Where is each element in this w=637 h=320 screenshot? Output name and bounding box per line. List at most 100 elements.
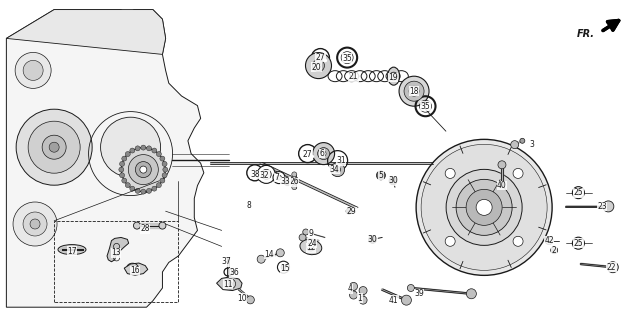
Circle shape — [307, 243, 315, 251]
Circle shape — [498, 161, 506, 169]
Circle shape — [399, 76, 429, 106]
Circle shape — [321, 151, 326, 156]
Circle shape — [390, 72, 397, 80]
Polygon shape — [107, 237, 129, 262]
Text: 19: 19 — [388, 73, 398, 82]
Circle shape — [257, 255, 265, 263]
Text: 35: 35 — [420, 102, 431, 111]
Polygon shape — [6, 10, 204, 307]
Text: 24: 24 — [307, 239, 317, 248]
Text: 37: 37 — [221, 257, 231, 266]
Text: 14: 14 — [264, 250, 275, 259]
Circle shape — [147, 188, 152, 193]
Text: 35: 35 — [342, 54, 352, 63]
Circle shape — [125, 152, 131, 156]
Circle shape — [134, 222, 140, 229]
Circle shape — [23, 60, 43, 80]
Circle shape — [299, 234, 306, 241]
Circle shape — [359, 287, 367, 294]
Text: 30: 30 — [368, 235, 378, 244]
Circle shape — [545, 237, 553, 244]
Ellipse shape — [388, 67, 399, 85]
Text: 13: 13 — [111, 248, 121, 257]
Text: 38: 38 — [250, 170, 260, 179]
Text: 22: 22 — [607, 263, 616, 272]
Circle shape — [408, 284, 414, 292]
Circle shape — [292, 172, 297, 177]
Text: 34: 34 — [329, 165, 340, 174]
Polygon shape — [217, 277, 242, 291]
Circle shape — [359, 296, 367, 304]
Circle shape — [334, 167, 341, 172]
Circle shape — [603, 201, 614, 212]
Circle shape — [573, 237, 584, 249]
Text: FR.: FR. — [577, 29, 595, 39]
Circle shape — [30, 219, 40, 229]
Circle shape — [273, 172, 285, 184]
Text: 40: 40 — [497, 181, 507, 190]
Circle shape — [573, 187, 584, 199]
Circle shape — [160, 178, 165, 183]
Circle shape — [130, 186, 135, 191]
Polygon shape — [124, 263, 148, 275]
Text: 41: 41 — [389, 296, 399, 305]
Circle shape — [130, 148, 135, 153]
Circle shape — [16, 109, 92, 185]
Circle shape — [163, 167, 168, 172]
Circle shape — [135, 146, 140, 151]
Circle shape — [261, 169, 271, 180]
Text: 20: 20 — [311, 63, 322, 72]
Ellipse shape — [60, 246, 84, 253]
Circle shape — [156, 183, 161, 188]
Text: 17: 17 — [67, 247, 77, 256]
Text: 30: 30 — [388, 176, 398, 185]
Circle shape — [607, 262, 619, 273]
Circle shape — [147, 146, 152, 151]
Circle shape — [23, 212, 47, 236]
Circle shape — [306, 52, 331, 79]
Text: 16: 16 — [130, 266, 140, 275]
Circle shape — [456, 179, 512, 236]
Text: 5: 5 — [378, 171, 383, 180]
Text: 25: 25 — [573, 239, 583, 248]
Text: 26: 26 — [289, 177, 299, 186]
Circle shape — [511, 140, 519, 148]
Text: 1: 1 — [357, 294, 362, 303]
Circle shape — [257, 165, 275, 183]
Text: 42: 42 — [544, 236, 554, 245]
Circle shape — [401, 295, 412, 305]
Text: 3: 3 — [529, 140, 534, 149]
Circle shape — [156, 152, 161, 156]
Circle shape — [119, 167, 124, 172]
Text: 21: 21 — [349, 72, 358, 81]
Circle shape — [128, 155, 159, 185]
Circle shape — [350, 291, 357, 299]
Circle shape — [135, 162, 152, 178]
Circle shape — [445, 168, 455, 179]
Circle shape — [476, 199, 492, 215]
Circle shape — [49, 142, 59, 152]
Circle shape — [369, 236, 376, 244]
Circle shape — [122, 178, 127, 183]
Circle shape — [120, 173, 125, 178]
Circle shape — [159, 222, 166, 229]
Circle shape — [303, 229, 309, 235]
Text: 12: 12 — [306, 244, 315, 252]
Text: 15: 15 — [280, 264, 290, 273]
Circle shape — [313, 143, 334, 164]
Text: 4: 4 — [348, 284, 353, 293]
Text: 18: 18 — [410, 87, 419, 96]
Circle shape — [404, 81, 424, 101]
Circle shape — [140, 166, 147, 173]
Circle shape — [162, 161, 167, 166]
Text: 28: 28 — [141, 224, 150, 233]
Text: 27: 27 — [303, 150, 313, 159]
Circle shape — [125, 183, 131, 188]
Circle shape — [446, 169, 522, 245]
Text: 7: 7 — [275, 173, 280, 182]
Circle shape — [121, 148, 166, 192]
Circle shape — [141, 189, 146, 194]
Circle shape — [152, 186, 157, 191]
Circle shape — [284, 178, 292, 186]
Circle shape — [247, 296, 254, 304]
